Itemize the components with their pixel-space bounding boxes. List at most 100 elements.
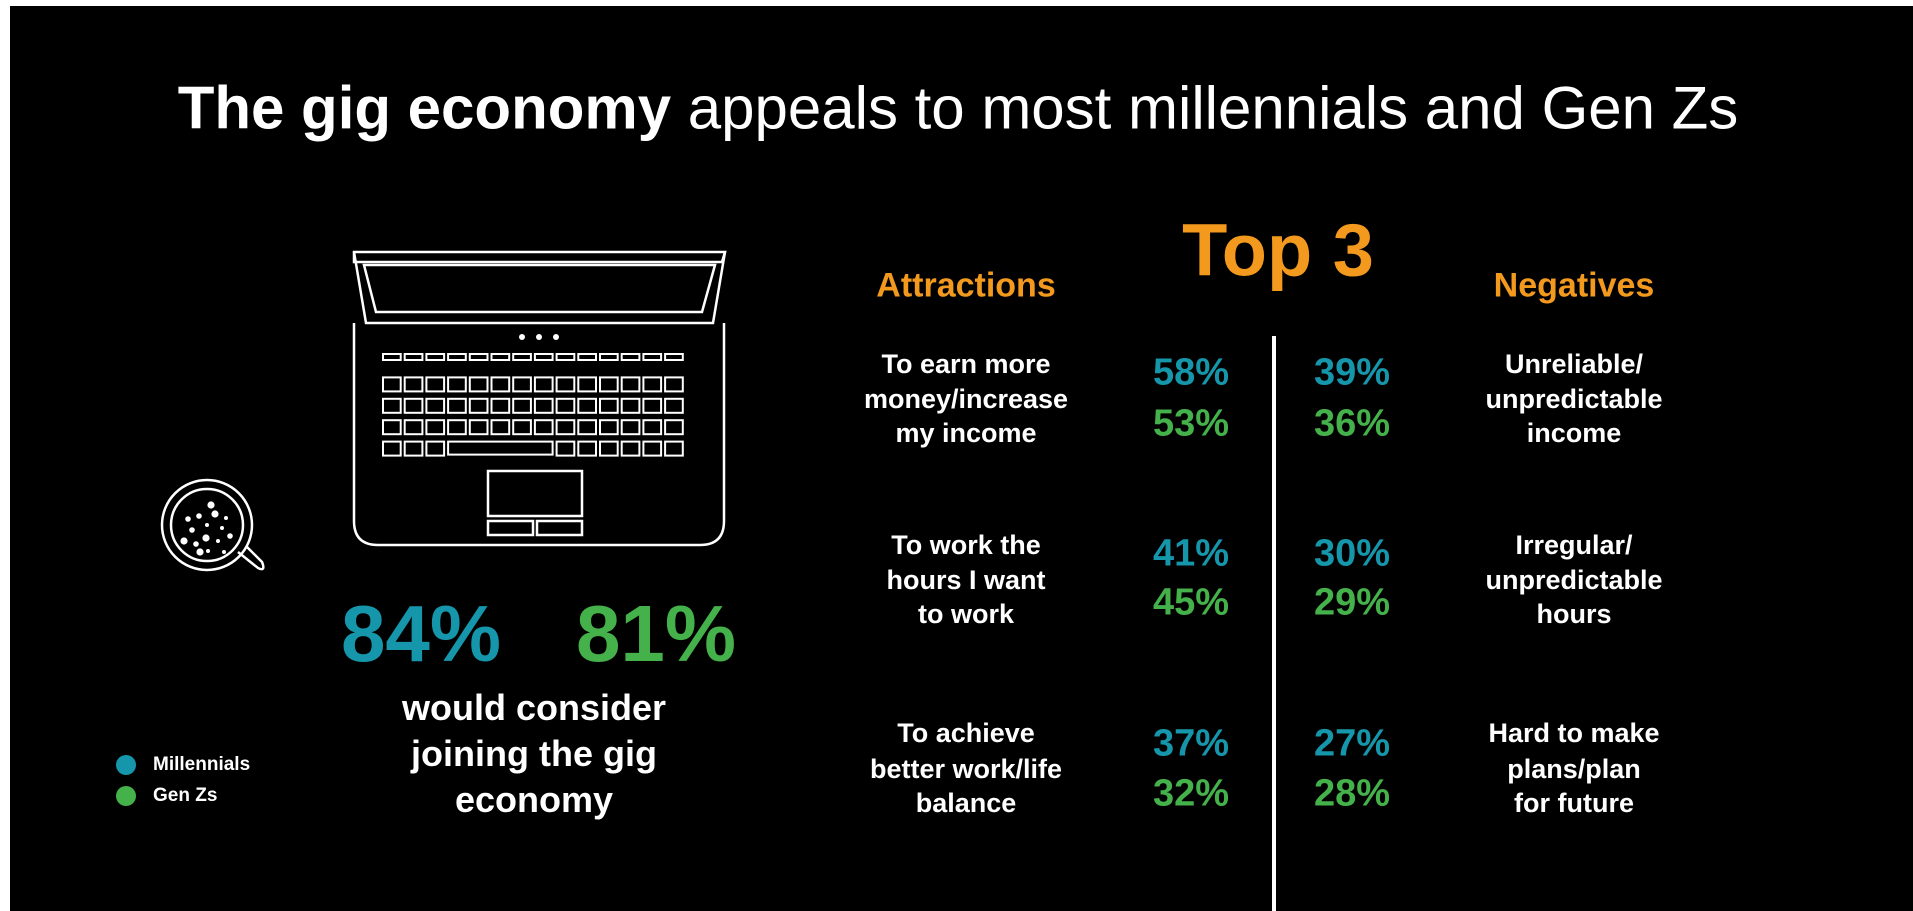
foam-dot (202, 534, 210, 542)
key (468, 419, 489, 436)
negatives-label: plans/plan (1507, 754, 1641, 784)
key (620, 440, 641, 457)
key (490, 419, 511, 436)
foam-dot (206, 549, 210, 553)
laptop-base (352, 323, 726, 547)
attractions-label: money/increase (863, 384, 1069, 414)
foam-dot (185, 516, 191, 522)
key (425, 419, 446, 436)
foam-dot (205, 523, 209, 527)
key (642, 376, 663, 393)
key (577, 353, 597, 361)
key (599, 353, 619, 361)
key (425, 376, 446, 393)
key (512, 397, 532, 414)
millennials-value: 30% (1313, 532, 1391, 575)
caption-line: economy (454, 779, 614, 820)
cup-handle (237, 545, 265, 571)
negatives-label: hours (1536, 599, 1612, 629)
gen-zs-value: 36% (1313, 402, 1391, 445)
key (599, 440, 619, 457)
key (664, 397, 684, 414)
attractions-label: To achieve (897, 718, 1035, 748)
key (447, 353, 467, 361)
title: The gig economy appeals to most millenni… (178, 74, 1739, 143)
key (425, 353, 446, 361)
key (664, 353, 684, 361)
millennials-value: 39% (1313, 351, 1391, 394)
foam-dot (222, 550, 226, 554)
key (664, 376, 684, 393)
key (664, 440, 684, 457)
attractions-label: hours I want (886, 565, 1046, 595)
cup-saucer (160, 478, 254, 572)
key (403, 376, 424, 393)
laptop-lid (352, 251, 727, 325)
attractions-label: to work (917, 599, 1015, 629)
key (599, 419, 619, 436)
gen-zs-value: 28% (1313, 772, 1391, 815)
key (403, 440, 424, 457)
key (555, 353, 576, 361)
key (642, 353, 663, 361)
negatives-label: Unreliable/ (1504, 349, 1644, 379)
key (468, 353, 489, 361)
top3: Top 3 (1182, 208, 1374, 292)
key (382, 353, 402, 361)
touchpad (486, 469, 584, 518)
foam-dot (189, 527, 195, 533)
key (490, 376, 511, 393)
key (555, 397, 576, 414)
key (620, 397, 641, 414)
negatives-title: Negatives (1493, 266, 1655, 305)
key (533, 419, 554, 436)
negatives-label: for future (1514, 788, 1634, 818)
key (425, 397, 446, 414)
key (490, 353, 511, 361)
millennials-value: 41% (1152, 532, 1230, 575)
gen-zs-value: 29% (1313, 581, 1391, 624)
foam-dot (207, 501, 215, 509)
keyboard (382, 353, 684, 457)
dot (536, 334, 542, 340)
key (468, 376, 489, 393)
key (577, 376, 597, 393)
attractions-label: balance (915, 788, 1017, 818)
attractions-title: Attractions (876, 266, 1056, 305)
foam-dot (196, 513, 202, 519)
laptop (352, 250, 727, 547)
negatives-label: unpredictable (1485, 565, 1663, 595)
laptop-lid-top (352, 250, 727, 264)
title-bold: The gig economy (177, 74, 672, 142)
key (642, 440, 663, 457)
key (382, 419, 402, 436)
foam-dot (220, 526, 224, 530)
key (620, 419, 641, 436)
negatives-label: income (1526, 418, 1622, 448)
key (512, 376, 532, 393)
key (447, 376, 467, 393)
key (620, 376, 641, 393)
key (533, 353, 554, 361)
foam-dot (227, 533, 233, 539)
foam-dot (216, 539, 220, 543)
coffee-foam (180, 501, 233, 556)
cup-rim (169, 487, 245, 563)
key (533, 397, 554, 414)
infographic: The gig economy appeals to most millenni… (10, 6, 1913, 911)
illustrations (160, 250, 1276, 911)
millennials-value: 27% (1313, 722, 1391, 765)
key (468, 397, 489, 414)
millennials-value: 37% (1152, 722, 1230, 765)
negatives-label: unpredictable (1485, 384, 1663, 414)
key (577, 419, 597, 436)
key (555, 419, 576, 436)
gen-zs-value: 45% (1152, 581, 1230, 624)
key (577, 440, 597, 457)
key (403, 397, 424, 414)
gen-zs-value: 53% (1152, 402, 1230, 445)
key (620, 353, 641, 361)
key (512, 353, 532, 361)
foam-dot (211, 510, 219, 518)
key (447, 397, 467, 414)
